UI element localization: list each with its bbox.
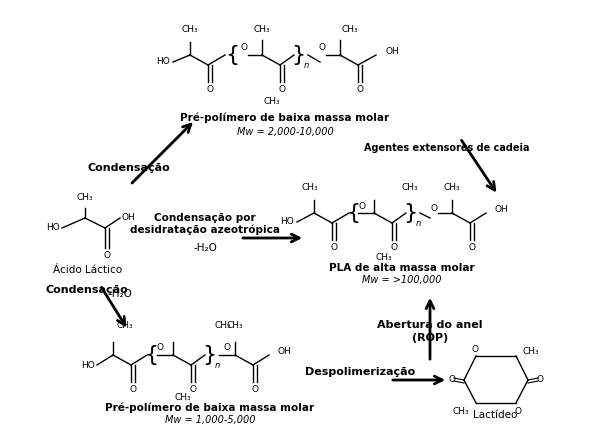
Text: O: O: [471, 345, 478, 355]
Text: CH₃: CH₃: [453, 407, 469, 415]
Text: O: O: [318, 43, 325, 53]
Text: CH₃: CH₃: [402, 184, 418, 193]
Text: HO: HO: [280, 217, 294, 227]
Text: (ROP): (ROP): [412, 333, 448, 343]
Text: O: O: [240, 43, 248, 53]
Text: O: O: [359, 201, 365, 210]
Text: O: O: [104, 251, 111, 260]
Text: O: O: [252, 385, 258, 395]
Text: O: O: [206, 85, 214, 95]
Text: Despolimerização: Despolimerização: [305, 367, 415, 377]
Text: Abertura do anel: Abertura do anel: [377, 320, 483, 330]
Text: Ácido Láctico: Ácido Láctico: [54, 265, 123, 275]
Text: O: O: [156, 342, 164, 352]
Text: CH₃: CH₃: [342, 26, 358, 34]
Text: {: {: [225, 45, 239, 65]
Text: O: O: [224, 343, 230, 352]
Text: desidratação azeotrópica: desidratação azeotrópica: [130, 225, 280, 235]
Text: OH: OH: [277, 348, 291, 356]
Text: Agentes extensores de cadeia: Agentes extensores de cadeia: [365, 143, 530, 153]
Text: O: O: [431, 204, 437, 213]
Text: {: {: [144, 345, 158, 365]
Text: -H₂O: -H₂O: [193, 243, 217, 253]
Text: CH₃: CH₃: [253, 26, 270, 34]
Text: CH₃: CH₃: [77, 194, 93, 203]
Text: Condensação: Condensação: [88, 163, 171, 173]
Text: n: n: [303, 60, 309, 69]
Text: O: O: [356, 85, 364, 95]
Text: {: {: [346, 203, 360, 223]
Text: OH: OH: [494, 206, 508, 214]
Text: OH: OH: [122, 214, 136, 223]
Text: CH₃: CH₃: [227, 320, 243, 329]
Text: HO: HO: [82, 361, 95, 369]
Text: Mw = 1,000-5,000: Mw = 1,000-5,000: [165, 415, 255, 425]
Text: OH: OH: [385, 47, 399, 56]
Text: CH₃: CH₃: [522, 346, 539, 355]
Text: Mw = 2,000-10,000: Mw = 2,000-10,000: [237, 127, 333, 137]
Text: HO: HO: [46, 224, 60, 233]
Text: Mw = >100,000: Mw = >100,000: [362, 275, 441, 285]
Text: CH₃: CH₃: [117, 320, 133, 329]
Text: Condensação por: Condensação por: [154, 213, 256, 223]
Text: n: n: [214, 361, 220, 369]
Text: O: O: [537, 375, 543, 385]
Text: Pré-polímero de baixa massa molar: Pré-polímero de baixa massa molar: [180, 113, 390, 123]
Text: PLA de alta massa molar: PLA de alta massa molar: [329, 263, 475, 273]
Text: }: }: [202, 345, 216, 365]
Text: O: O: [449, 375, 456, 385]
Text: CH₃: CH₃: [302, 184, 318, 193]
Text: n: n: [415, 218, 421, 227]
Text: O: O: [330, 243, 337, 253]
Text: O: O: [130, 385, 136, 395]
Text: O: O: [468, 243, 475, 253]
Text: HO: HO: [156, 57, 170, 66]
Text: O: O: [515, 407, 521, 415]
Text: }: }: [291, 45, 305, 65]
Text: }: }: [403, 203, 417, 223]
Text: CH₃: CH₃: [215, 320, 231, 329]
Text: CH₃: CH₃: [264, 98, 280, 106]
Text: CH₃: CH₃: [444, 184, 461, 193]
Text: Pré-polímero de baixa massa molar: Pré-polímero de baixa massa molar: [105, 403, 315, 413]
Text: Lactídeo: Lactídeo: [473, 410, 517, 420]
Text: O: O: [278, 85, 286, 95]
Text: CH₃: CH₃: [175, 394, 192, 402]
Text: CH₃: CH₃: [181, 26, 198, 34]
Text: CH₃: CH₃: [375, 253, 392, 263]
Text: O: O: [189, 385, 196, 395]
Text: O: O: [390, 243, 397, 253]
Text: -H₂O: -H₂O: [108, 289, 132, 299]
Text: Condensação: Condensação: [45, 285, 128, 295]
